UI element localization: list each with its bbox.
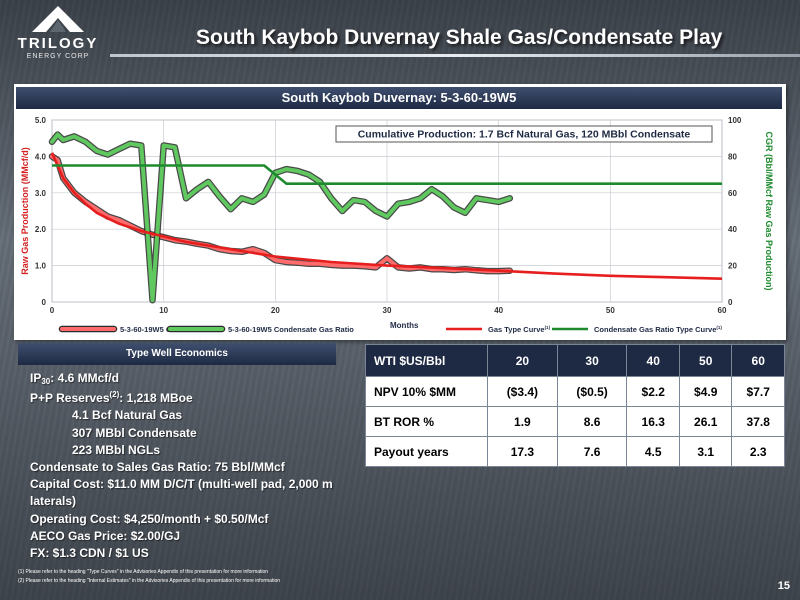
reserves-ngls: 223 MBbl NGLs bbox=[72, 442, 161, 457]
table-cell: 17.3 bbox=[487, 436, 558, 467]
table-cell: $7.7 bbox=[731, 376, 785, 407]
trilogy-logo: TRILOGY ENERGY CORP bbox=[8, 4, 108, 66]
table-cell: $2.2 bbox=[626, 376, 680, 407]
table-header-cell: 60 bbox=[731, 344, 785, 377]
y-tick-label: 2.0 bbox=[35, 225, 47, 234]
condensate-ratio-line: Condensate to Sales Gas Ratio: 75 Bbl/MM… bbox=[30, 460, 285, 475]
table-cell: BT ROR % bbox=[365, 406, 488, 437]
table-header-row: WTI $US/Bbl 20 30 40 50 60 bbox=[365, 344, 785, 377]
y-tick-label: 4.0 bbox=[35, 152, 47, 161]
aeco-price-line: AECO Gas Price: $2.00/GJ bbox=[30, 528, 181, 543]
legend-entry-label: Condensate Gas Ratio Type Curve(1) bbox=[594, 325, 722, 334]
mountain-logo-icon bbox=[32, 6, 84, 32]
x-tick-label: 60 bbox=[718, 306, 727, 315]
capital-cost-line: Capital Cost: $11.0 MM D/C/T (multi-well… bbox=[30, 477, 333, 509]
series-line-3 bbox=[52, 164, 722, 185]
y-axis-label: Raw Gas Production (MMcf/d) bbox=[20, 147, 30, 275]
x-tick-label: 20 bbox=[271, 306, 280, 315]
table-cell: 4.5 bbox=[626, 436, 680, 467]
table-header-cell: 20 bbox=[487, 344, 558, 377]
y2-tick-label: 40 bbox=[728, 225, 737, 234]
x-tick-label: 30 bbox=[383, 306, 392, 315]
y-tick-label: 1.0 bbox=[35, 262, 47, 271]
ip30-line: IP30: 4.6 MMcf/d bbox=[30, 371, 119, 386]
type-well-economics-header: Type Well Economics bbox=[18, 343, 336, 365]
table-cell: 7.6 bbox=[556, 436, 628, 467]
series-line-2 bbox=[50, 152, 723, 280]
table-row: BT ROR % 1.9 8.6 16.3 26.1 37.8 bbox=[365, 406, 785, 437]
y2-tick-label: 0 bbox=[728, 298, 733, 307]
series-line-1 bbox=[50, 132, 512, 303]
annotation-box bbox=[335, 125, 713, 143]
y2-axis-label: CGR (Bbl/MMcf Raw Gas Production) bbox=[764, 131, 774, 290]
table-header-cell: 40 bbox=[626, 344, 680, 377]
legend-entry-label: 5-3-60-19W5 Condensate Gas Ratio bbox=[228, 325, 354, 334]
table-cell: 8.6 bbox=[556, 406, 628, 437]
title-divider bbox=[110, 54, 800, 57]
table-cell: ($3.4) bbox=[487, 376, 558, 407]
fx-line: FX: $1.3 CDN / $1 US bbox=[30, 546, 149, 561]
x-tick-label: 40 bbox=[494, 306, 503, 315]
y-tick-label: 5.0 bbox=[35, 116, 47, 125]
y-tick-label: 3.0 bbox=[35, 189, 47, 198]
table-cell: 16.3 bbox=[626, 406, 680, 437]
table-header-cell: WTI $US/Bbl bbox=[365, 344, 488, 377]
page-title: South Kaybob Duvernay Shale Gas/Condensa… bbox=[196, 26, 723, 49]
table-cell: 2.3 bbox=[731, 436, 785, 467]
table-cell: ($0.5) bbox=[556, 376, 628, 407]
table-cell: 1.9 bbox=[487, 406, 558, 437]
x-tick-label: 0 bbox=[50, 306, 55, 315]
x-tick-label: 10 bbox=[159, 306, 168, 315]
page-number: 15 bbox=[777, 580, 790, 592]
reserves-line: P+P Reserves(2): 1,218 MBoe bbox=[30, 390, 193, 406]
table-header-cell: 30 bbox=[556, 344, 628, 377]
x-tick-label: 50 bbox=[606, 306, 615, 315]
y2-tick-label: 20 bbox=[728, 262, 737, 271]
series-line-0 bbox=[50, 154, 512, 274]
footnote-2: (2) Please refer to the heading "Interna… bbox=[18, 578, 281, 584]
y2-tick-label: 100 bbox=[728, 116, 742, 125]
legend-entry-label: 5-3-60-19W5 Gas bbox=[120, 325, 180, 334]
table-cell: Payout years bbox=[365, 436, 488, 467]
x-axis-label: Months bbox=[390, 321, 419, 330]
operating-cost-line: Operating Cost: $4,250/month + $0.50/Mcf bbox=[30, 511, 269, 526]
y2-tick-label: 80 bbox=[728, 152, 737, 161]
table-row: Payout years 17.3 7.6 4.5 3.1 2.3 bbox=[365, 436, 785, 467]
table-cell: $4.9 bbox=[678, 376, 733, 407]
legend-entry-label: Gas Type Curve(1) bbox=[488, 325, 551, 334]
table-cell: 37.8 bbox=[731, 406, 785, 437]
reserves-gas: 4.1 Bcf Natural Gas bbox=[72, 408, 183, 423]
chart-title: South Kaybob Duvernay: 5-3-60-19W5 bbox=[16, 87, 782, 109]
table-cell: NPV 10% $MM bbox=[365, 376, 488, 407]
economics-table: WTI $US/Bbl 20 30 40 50 60 NPV 10% $MM (… bbox=[365, 344, 785, 467]
type-well-economics: IP30: 4.6 MMcf/d P+P Reserves(2): 1,218 … bbox=[30, 370, 380, 562]
production-chart: 01.02.03.04.05.00 10 20 30 40 50 6002040608010… bbox=[20, 116, 774, 334]
y2-tick-label: 60 bbox=[728, 189, 737, 198]
cumulative-production-annotation: Cumulative Production: 1.7 Bcf Natural G… bbox=[358, 129, 691, 141]
table-row: NPV 10% $MM ($3.4) ($0.5) $2.2 $4.9 $7.7 bbox=[365, 376, 785, 407]
logo-subtitle: ENERGY CORP bbox=[26, 53, 90, 60]
logo-name: TRILOGY bbox=[17, 35, 99, 52]
table-cell: 3.1 bbox=[678, 436, 733, 467]
y-tick-label: 0 bbox=[42, 298, 47, 307]
footnote-1: (1) Please refer to the heading "Type Cu… bbox=[18, 569, 269, 575]
table-cell: 26.1 bbox=[678, 406, 733, 437]
table-header-cell: 50 bbox=[678, 344, 733, 377]
reserves-condensate: 307 MBbl Condensate bbox=[72, 425, 197, 440]
